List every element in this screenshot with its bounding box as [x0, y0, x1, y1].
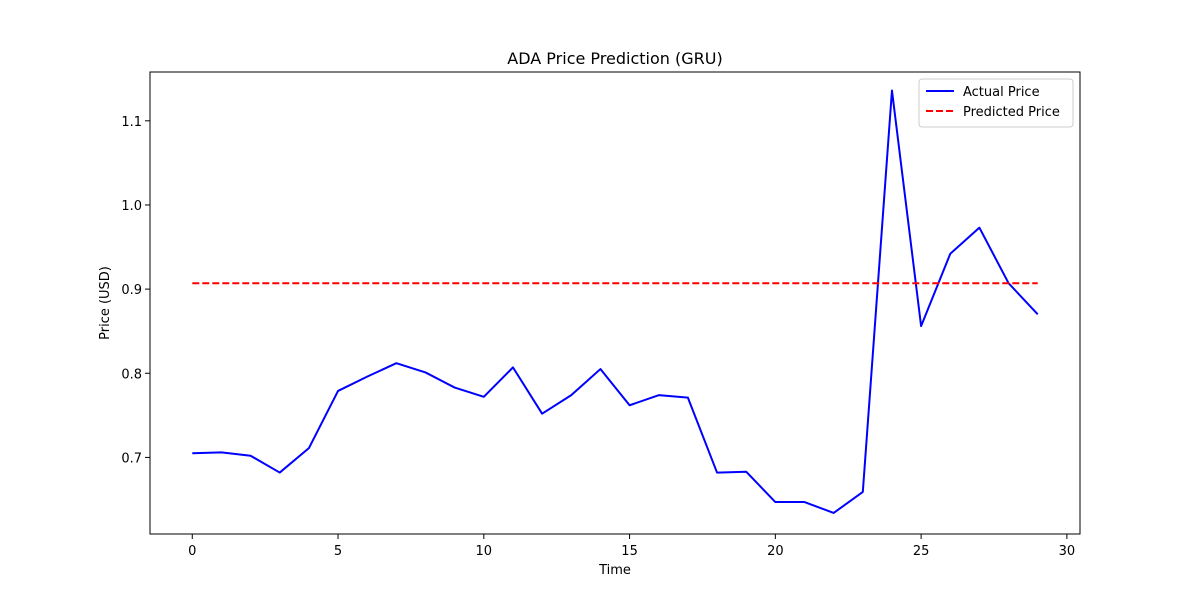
y-tick-label: 1.1 [121, 115, 142, 130]
y-tick-label: 1.0 [121, 199, 142, 214]
chart-title: ADA Price Prediction (GRU) [507, 49, 722, 68]
y-axis-title: Price (USD) [98, 266, 113, 340]
x-axis-title: Time [598, 563, 631, 578]
x-tick-label: 5 [334, 544, 342, 559]
x-tick-label: 25 [913, 544, 930, 559]
legend-label-predicted-price: Predicted Price [963, 105, 1060, 120]
y-tick-label: 0.9 [121, 283, 142, 298]
x-tick-label: 10 [476, 544, 493, 559]
x-tick-label: 15 [621, 544, 638, 559]
legend-label-actual-price: Actual Price [963, 85, 1040, 100]
y-tick-label: 0.7 [121, 451, 142, 466]
y-tick-label: 0.8 [121, 367, 142, 382]
axes-frame [149, 71, 1081, 535]
x-tick-label: 30 [1059, 544, 1076, 559]
series-line-actual-price [192, 89, 1039, 514]
x-tick-label: 20 [767, 544, 784, 559]
legend-box [918, 78, 1074, 128]
x-tick-label: 0 [188, 544, 196, 559]
legend: Actual Price Predicted Price [918, 78, 1074, 128]
plot-area: 0 5 10 15 20 25 30 0.7 0.8 0.9 1.0 1.1 [121, 71, 1081, 559]
